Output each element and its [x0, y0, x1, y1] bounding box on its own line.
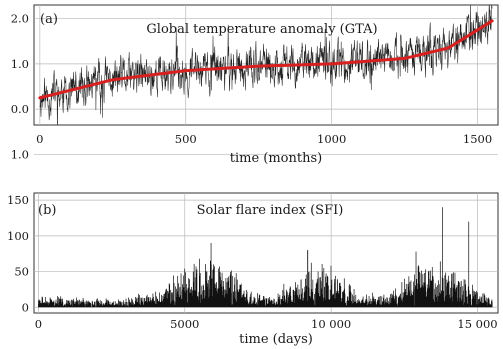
x-tick-label: 1500	[463, 132, 492, 146]
x-tick-label: 0	[36, 132, 43, 146]
y-tick-label: 0.0	[11, 102, 29, 116]
x-tick-label: 0	[35, 317, 42, 331]
series-group-gta	[38, 5, 494, 125]
y-tick-label: 50	[14, 265, 29, 279]
panel-sfi: 0 5000 10 000 15 000 150 100 50 0 (b) Solar fla…	[7, 192, 499, 347]
series-sfi-line	[38, 207, 493, 308]
x-tick-label: 500	[175, 132, 197, 146]
chart-title-sfi: Solar flare index (SFI)	[197, 203, 344, 218]
tick-labels-gta: 0 500 1000 1500 2.0 1.0 0.0 1.0	[11, 12, 493, 162]
plot-frame-gta	[33, 4, 499, 126]
series-gta-trend-line	[38, 19, 494, 100]
tick-labels-sfi: 0 5000 10 000 15 000 150 100 50 0	[7, 193, 498, 331]
y-tick-label: 2.0	[11, 12, 29, 26]
y-tick-label: 150	[7, 193, 29, 207]
x-axis-label-sfi: time (days)	[239, 332, 313, 347]
x-tick-label: 10 000	[311, 317, 351, 331]
y-tick-label: 100	[7, 229, 29, 243]
x-tick-label: 15 000	[457, 317, 497, 331]
x-axis-label-gta: time (months)	[230, 151, 322, 166]
panel-gta: 0 500 1000 1500 2.0 1.0 0.0 1.0 (a) Global temp…	[11, 4, 499, 166]
y-tick-label: 1.0	[11, 57, 29, 71]
x-tick-label: 5000	[170, 317, 199, 331]
panel-label-a: (a)	[40, 12, 58, 27]
series-group-sfi	[38, 207, 493, 308]
y-tick-label: 1.0	[11, 147, 29, 161]
chart-title-gta: Global temperature anomaly (GTA)	[146, 22, 377, 37]
y-tick-label: 0	[22, 300, 29, 314]
x-tick-label: 1000	[317, 132, 346, 146]
panel-label-b: (b)	[38, 203, 56, 218]
plot-frame-sfi	[33, 192, 499, 314]
series-gta-raw-line	[39, 5, 493, 125]
